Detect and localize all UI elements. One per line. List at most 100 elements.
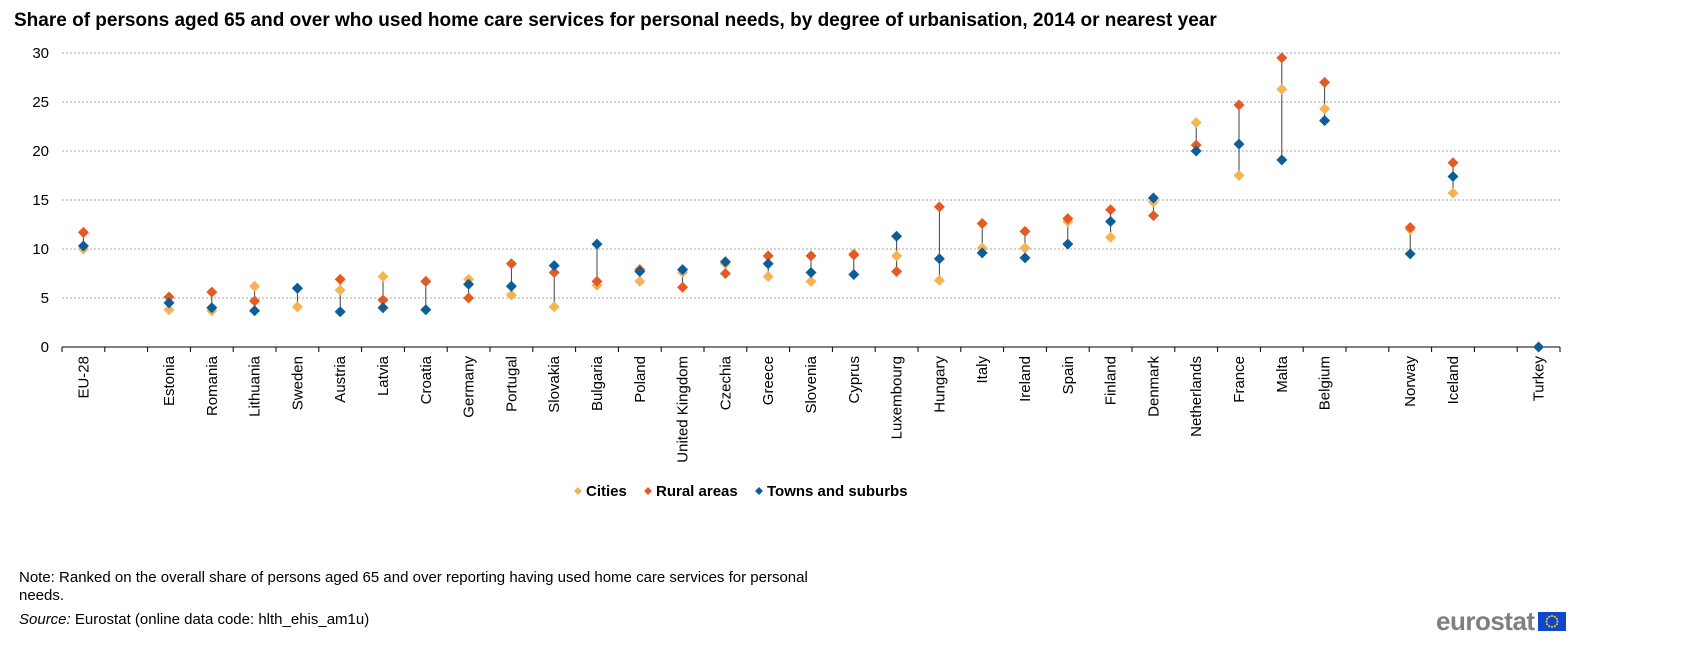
- x-tick-label: Spain: [1060, 356, 1077, 394]
- data-point-towns-and-suburbs: [206, 302, 218, 314]
- data-point-rural-areas: [677, 281, 689, 293]
- data-point-cities: [334, 284, 346, 296]
- data-point-towns-and-suburbs: [591, 238, 603, 250]
- data-point-towns-and-suburbs: [1447, 170, 1459, 182]
- legend-marker-2: [755, 487, 763, 495]
- data-point-towns-and-suburbs: [677, 264, 689, 276]
- data-point-cities: [1190, 117, 1202, 129]
- legend-label-2: Towns and suburbs: [767, 483, 908, 500]
- x-tick-label: Malta: [1274, 355, 1291, 392]
- eu-flag-icon: [1537, 611, 1566, 631]
- data-point-cities: [291, 301, 303, 313]
- data-point-towns-and-suburbs: [77, 240, 89, 252]
- data-point-rural-areas: [249, 295, 261, 307]
- data-point-towns-and-suburbs: [420, 304, 432, 316]
- x-tick-label: Croatia: [418, 355, 435, 404]
- data-point-rural-areas: [1190, 139, 1202, 151]
- data-point-rural-areas: [1147, 210, 1159, 222]
- data-point-towns-and-suburbs: [1404, 248, 1416, 260]
- x-tick-label: Slovenia: [803, 355, 820, 413]
- data-point-cities: [634, 275, 646, 287]
- data-point-rural-areas: [933, 201, 945, 213]
- data-point-towns-and-suburbs: [805, 267, 817, 279]
- x-tick-label: Netherlands: [1188, 356, 1205, 437]
- x-tick-label: Cyprus: [846, 356, 863, 404]
- data-point-cities: [1276, 83, 1288, 95]
- x-tick-label: Estonia: [161, 355, 178, 406]
- data-point-towns-and-suburbs: [377, 302, 389, 314]
- data-point-rural-areas: [77, 226, 89, 238]
- data-point-rural-areas: [1276, 52, 1288, 64]
- data-point-towns-and-suburbs: [163, 297, 175, 309]
- data-point-towns-and-suburbs: [1190, 145, 1202, 157]
- x-tick-label: Belgium: [1317, 356, 1334, 410]
- data-point-rural-areas: [206, 286, 218, 298]
- chart-note: Note: Ranked on the overall share of per…: [19, 569, 808, 604]
- legend-marker-1: [644, 487, 652, 495]
- y-tick-label-15: 15: [32, 192, 49, 209]
- legend-label-1: Rural areas: [656, 483, 738, 500]
- data-point-cities: [377, 270, 389, 282]
- legend: Cities Rural areas Towns and suburbs: [574, 483, 908, 500]
- data-point-rural-areas: [762, 250, 774, 262]
- x-tick-label: Czechia: [717, 355, 734, 410]
- x-tick-label: Portugal: [503, 356, 520, 412]
- data-point-cities: [1447, 187, 1459, 199]
- data-point-towns-and-suburbs: [1276, 154, 1288, 166]
- data-point-towns-and-suburbs: [463, 278, 475, 290]
- data-point-towns-and-suburbs: [548, 260, 560, 272]
- x-tick-label: Sweden: [289, 356, 306, 410]
- data-point-towns-and-suburbs: [1233, 138, 1245, 150]
- data-point-cities: [762, 270, 774, 282]
- data-point-towns-and-suburbs: [1062, 238, 1074, 250]
- x-tick-label: Turkey: [1531, 356, 1548, 402]
- data-point-cities: [1319, 103, 1331, 115]
- data-point-rural-areas: [163, 291, 175, 303]
- data-point-rural-areas: [1062, 213, 1074, 225]
- data-point-rural-areas: [377, 294, 389, 306]
- source-text: Eurostat (online data code: hlth_ehis_am…: [74, 611, 370, 628]
- chart-source: Source: Eurostat (online data code: hlth…: [19, 611, 369, 628]
- y-tick-label-10: 10: [32, 241, 49, 258]
- point-layer: [77, 52, 1545, 353]
- x-tick-label: Romania: [204, 355, 221, 416]
- data-point-rural-areas: [848, 249, 860, 261]
- data-point-towns-and-suburbs: [505, 280, 517, 292]
- data-point-towns-and-suburbs: [1533, 341, 1545, 353]
- data-point-rural-areas: [463, 292, 475, 304]
- data-point-rural-areas: [1319, 76, 1331, 88]
- source-label: Source:: [19, 611, 71, 628]
- y-tick-label-20: 20: [32, 143, 49, 160]
- x-tick-label: Hungary: [931, 356, 948, 413]
- x-tick-label: Ireland: [1017, 356, 1034, 402]
- data-point-towns-and-suburbs: [891, 230, 903, 242]
- data-point-rural-areas: [420, 275, 432, 287]
- data-point-rural-areas: [591, 275, 603, 287]
- data-point-towns-and-suburbs: [1319, 115, 1331, 127]
- eurostat-logo: eurostat: [1436, 606, 1566, 636]
- y-tick-label-5: 5: [41, 290, 49, 307]
- x-tick-label: Finland: [1103, 356, 1120, 405]
- data-point-cities: [1019, 242, 1031, 254]
- data-point-towns-and-suburbs: [976, 247, 988, 259]
- data-point-cities: [933, 274, 945, 286]
- y-tick-label-0: 0: [41, 339, 49, 356]
- data-point-rural-areas: [1233, 99, 1245, 111]
- data-point-cities: [163, 304, 175, 316]
- x-tick-label: Austria: [332, 355, 349, 402]
- data-point-towns-and-suburbs: [762, 258, 774, 270]
- x-tick-label: France: [1231, 356, 1248, 403]
- x-tick-label: Iceland: [1445, 356, 1462, 404]
- legend-marker-0: [574, 487, 582, 495]
- data-point-cities: [548, 301, 560, 313]
- data-point-towns-and-suburbs: [334, 306, 346, 318]
- x-tick-label: Norway: [1402, 356, 1419, 407]
- data-point-towns-and-suburbs: [1019, 252, 1031, 264]
- x-tick-label: Denmark: [1145, 356, 1162, 417]
- x-tick-label: Germany: [461, 356, 478, 418]
- data-point-towns-and-suburbs: [1105, 216, 1117, 228]
- x-tick-label: Bulgaria: [589, 355, 606, 411]
- data-point-rural-areas: [891, 266, 903, 278]
- data-point-rural-areas: [548, 267, 560, 279]
